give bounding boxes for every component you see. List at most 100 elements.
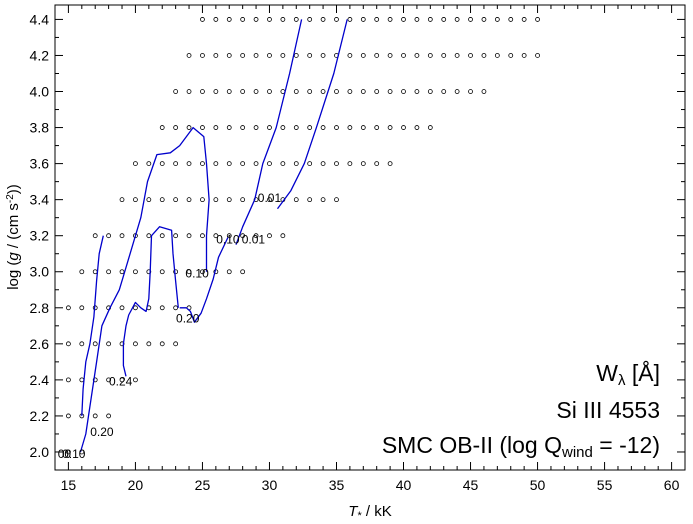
model-point (374, 89, 380, 94)
y-tick-label: 3.2 (30, 228, 50, 244)
model-point (334, 89, 339, 94)
model-point (267, 53, 272, 58)
model-point (347, 17, 353, 22)
model-point (267, 233, 272, 239)
model-point (414, 89, 420, 94)
x-tick-label: 25 (195, 477, 211, 493)
model-point (320, 161, 326, 167)
contour-label: 0.20 (176, 312, 200, 326)
contour-lines (79, 19, 348, 453)
model-point (253, 17, 259, 22)
model-point (374, 161, 380, 167)
model-point (119, 269, 125, 275)
x-tick-label: 45 (463, 477, 479, 493)
model-point (360, 53, 366, 58)
model-point (213, 125, 219, 130)
y-tick-label: 3.0 (30, 264, 50, 280)
model-point (267, 89, 272, 94)
contour-line-0-20 (122, 226, 179, 377)
model-point (293, 17, 299, 22)
model-point (468, 53, 473, 58)
model-point (119, 233, 125, 239)
contour-label: 0.24 (109, 375, 133, 389)
model-point (92, 269, 98, 275)
model-point (427, 53, 433, 58)
contour-line-0-20 (81, 235, 104, 416)
y-tick-label: 2.6 (30, 336, 50, 352)
contour-label: 0.01 (242, 232, 266, 246)
y-axis-ticks: 2.0 2.2 2.4 2.6 2.8 3.0 3.2 3.4 3.6 3.8 4.0 4.2 4.4 (30, 11, 685, 471)
model-point (159, 233, 165, 239)
model-point (226, 269, 232, 275)
model-point (307, 125, 313, 130)
model-point (347, 53, 353, 58)
model-point (79, 341, 85, 347)
model-point (267, 161, 272, 167)
model-point (535, 17, 540, 22)
model-point (441, 17, 447, 22)
model-point (186, 197, 192, 203)
x-tick-label: 60 (664, 477, 680, 493)
model-point (159, 305, 165, 311)
model-point (401, 89, 406, 94)
x-tick-label: 55 (597, 477, 613, 493)
model-point (508, 53, 514, 58)
model-point (253, 89, 259, 94)
model-point (307, 17, 313, 22)
model-point (481, 89, 487, 94)
model-point (92, 233, 98, 239)
model-point (253, 233, 259, 239)
x-axis-ticks: 15 20 25 30 35 40 45 50 55 60 (54, 5, 686, 493)
model-point (226, 233, 232, 239)
model-point (360, 89, 366, 94)
model-point (133, 197, 138, 203)
model-point (468, 17, 473, 22)
contour-line-0-10 (79, 126, 210, 453)
model-point (200, 89, 205, 94)
model-point (66, 341, 71, 347)
model-point (213, 17, 219, 22)
model-point (186, 161, 192, 167)
model-point (133, 341, 138, 347)
model-point (226, 125, 232, 130)
model-point (240, 197, 246, 203)
model-point (414, 17, 420, 22)
model-point (481, 53, 487, 58)
model-point (200, 17, 205, 22)
x-tick-label: 15 (61, 477, 77, 493)
model-point (146, 233, 152, 239)
model-point (66, 413, 71, 419)
model-point (226, 161, 232, 167)
model-point (320, 197, 326, 203)
model-point (347, 89, 353, 94)
y-tick-label: 3.4 (30, 192, 50, 208)
model-point (119, 197, 125, 203)
model-point (240, 161, 246, 167)
x-tick-label: 35 (329, 477, 345, 493)
model-point (66, 449, 71, 455)
y-tick-label: 4.4 (30, 11, 50, 27)
model-point (200, 269, 205, 275)
model-point (293, 89, 299, 94)
model-point (200, 197, 205, 203)
model-point (293, 161, 299, 167)
model-point (267, 197, 272, 203)
model-point (213, 233, 219, 239)
model-point (92, 377, 98, 383)
contour-line-0-01 (235, 19, 303, 245)
model-grid-points (66, 17, 540, 455)
model-point (146, 341, 152, 347)
model-point (79, 305, 85, 311)
model-point (200, 53, 205, 58)
model-point (253, 53, 259, 58)
model-point (360, 161, 366, 167)
model-point (320, 17, 326, 22)
model-point (387, 125, 393, 130)
y-tick-label: 4.2 (30, 47, 50, 63)
y-tick-label: 4.0 (30, 84, 50, 100)
y-axis-label: log (g / (cm s-2)) (5, 184, 23, 290)
model-point (280, 161, 286, 167)
model-point (106, 341, 112, 347)
model-point (173, 125, 179, 130)
model-point (240, 89, 246, 94)
